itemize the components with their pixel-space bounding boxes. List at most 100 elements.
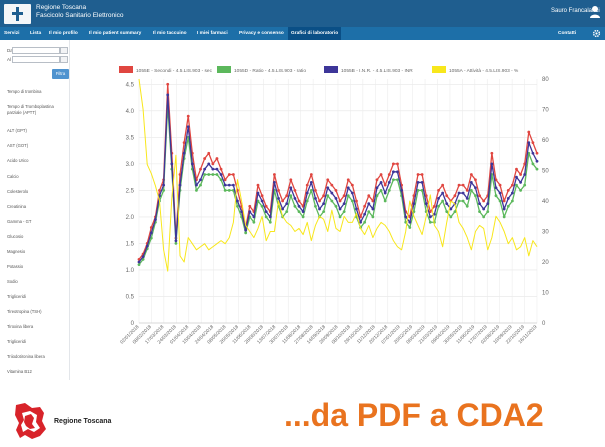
date-from-input[interactable]: [12, 47, 60, 54]
data-point: [469, 188, 473, 192]
data-point: [510, 199, 514, 203]
test-item[interactable]: Colesterolo: [7, 189, 29, 194]
test-item[interactable]: Gamma - GT: [7, 219, 32, 224]
data-point: [211, 173, 215, 176]
test-item[interactable]: Tempo di Tromboplastina parziale (APTT): [7, 104, 54, 115]
data-point: [428, 215, 432, 219]
data-point: [478, 194, 481, 198]
test-item[interactable]: Tireotropina (TSH): [7, 309, 42, 314]
data-point: [400, 188, 403, 192]
data-point: [445, 194, 449, 198]
data-point: [367, 210, 371, 214]
fse-logo[interactable]: [4, 4, 31, 24]
data-point: [535, 151, 539, 155]
data-point: [273, 181, 276, 184]
user-icon[interactable]: [589, 5, 601, 19]
data-point: [498, 199, 502, 203]
data-point: [281, 199, 285, 203]
legend-swatch: [119, 66, 133, 73]
data-point: [355, 207, 358, 211]
data-point: [338, 207, 342, 211]
test-item[interactable]: AST (GOT): [7, 143, 29, 148]
data-point: [424, 194, 428, 198]
data-point: [527, 141, 531, 145]
data-point: [474, 194, 477, 198]
nav-patient-summary[interactable]: Il mio patient summary: [89, 31, 142, 36]
test-item[interactable]: Trigliceridi: [7, 339, 26, 344]
data-point: [379, 188, 383, 192]
data-point: [281, 207, 285, 211]
data-point: [211, 162, 215, 166]
test-item[interactable]: Magnesio: [7, 249, 26, 254]
data-point: [273, 173, 276, 176]
lab-chart: 1055E - Secondi - 4.5.LIS.903 - sec 1055D…: [119, 66, 549, 345]
nav-servizi[interactable]: Servizi: [4, 31, 20, 36]
data-point: [506, 196, 510, 200]
nav-privacy[interactable]: Privacy e consenso: [239, 31, 284, 36]
data-point: [309, 173, 313, 176]
data-point: [387, 181, 391, 184]
data-point: [162, 183, 166, 187]
test-item[interactable]: Calcio: [7, 174, 19, 179]
y-left-tick-label: 2.5: [126, 188, 135, 194]
data-point: [178, 183, 182, 187]
data-point: [186, 125, 190, 129]
user-name[interactable]: Sauro Francalanci: [551, 8, 600, 14]
data-point: [158, 188, 161, 192]
data-point: [314, 188, 317, 192]
data-point: [416, 181, 420, 184]
nav-taccuino[interactable]: Il mio taccuino: [153, 31, 187, 36]
data-point: [441, 183, 445, 187]
data-point: [457, 199, 461, 203]
data-point: [355, 199, 358, 203]
data-point: [367, 202, 371, 206]
data-point: [203, 157, 207, 160]
y-left-tick-label: 2.0: [126, 215, 135, 221]
test-item[interactable]: Potassio: [7, 264, 24, 269]
y-right-tick-label: 60: [542, 138, 549, 144]
date-to-input[interactable]: [12, 56, 60, 63]
test-item[interactable]: Triiodotironina libera: [7, 354, 45, 359]
data-point: [203, 167, 207, 171]
data-point: [215, 157, 219, 160]
nav-farmaci[interactable]: I miei farmaci: [197, 31, 228, 36]
data-point: [350, 183, 354, 187]
test-item[interactable]: Trigliceridi: [7, 294, 26, 299]
test-item[interactable]: Glucosio: [7, 234, 24, 239]
data-point: [174, 239, 178, 243]
nav-contatti[interactable]: Contatti: [558, 31, 577, 36]
test-item[interactable]: Sodio: [7, 279, 18, 284]
data-point: [433, 204, 436, 208]
test-item[interactable]: Tempo di trombina: [7, 89, 42, 94]
data-point: [342, 194, 346, 198]
gear-icon[interactable]: [592, 29, 601, 38]
data-point: [293, 188, 297, 192]
data-point: [166, 82, 170, 86]
data-point: [260, 194, 264, 198]
nav-grafici-laboratorio[interactable]: Grafici di laboratorio: [288, 27, 342, 40]
data-point: [330, 191, 334, 195]
data-point: [256, 183, 260, 187]
data-point: [154, 218, 157, 221]
nav-lista[interactable]: Lista: [30, 31, 42, 36]
y-left-tick-label: 1.5: [126, 241, 135, 247]
y-left-tick-label: 4.0: [126, 109, 135, 115]
data-point: [199, 178, 202, 182]
test-item[interactable]: Creatinina: [7, 204, 27, 209]
data-point: [469, 181, 473, 184]
nav-profilo[interactable]: Il mio profilo: [49, 31, 78, 36]
data-point: [244, 231, 248, 235]
test-item[interactable]: Acido Urico: [7, 158, 29, 163]
data-point: [445, 202, 449, 206]
test-item[interactable]: Vitamina B12: [7, 369, 32, 374]
calendar-icon[interactable]: [60, 47, 68, 54]
y-right-tick-label: 0: [542, 321, 546, 327]
calendar-icon[interactable]: [60, 56, 68, 63]
filter-button[interactable]: Filtra: [52, 69, 69, 79]
test-item[interactable]: Tiroxina libera: [7, 324, 34, 329]
data-point: [527, 130, 531, 134]
test-item[interactable]: ALT (GPT): [7, 128, 27, 133]
y-left-tick-label: 0: [131, 321, 135, 327]
data-point: [428, 220, 432, 224]
data-point: [515, 183, 518, 187]
